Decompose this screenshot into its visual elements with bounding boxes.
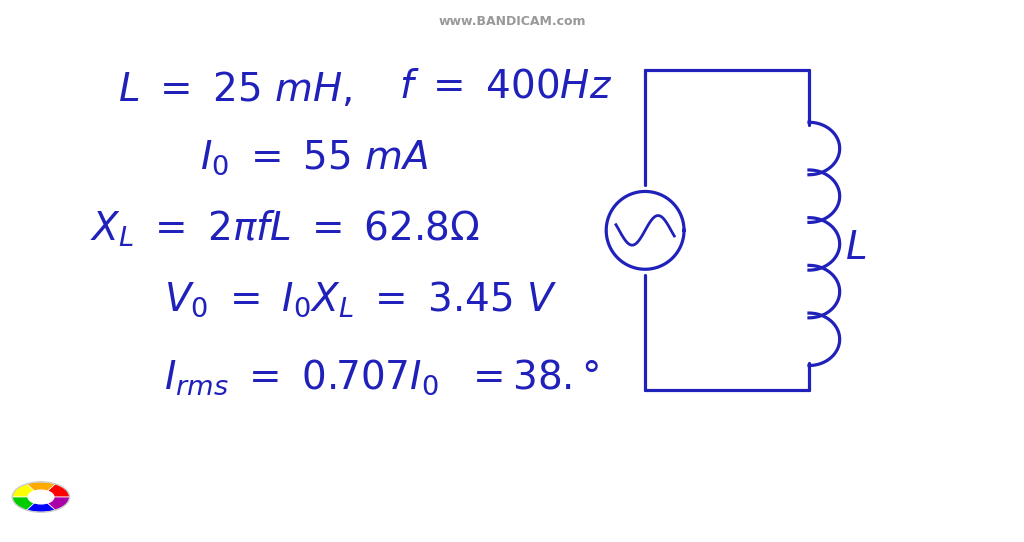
- Wedge shape: [27, 482, 55, 497]
- Circle shape: [28, 490, 54, 504]
- Wedge shape: [12, 497, 41, 510]
- Wedge shape: [27, 497, 55, 512]
- Text: www.BANDICAM.com: www.BANDICAM.com: [438, 15, 586, 28]
- Wedge shape: [12, 484, 41, 497]
- Text: $\mathit{L}$: $\mathit{L}$: [845, 232, 866, 267]
- Text: $\mathit{L}\ =\ 25\ mH,$: $\mathit{L}\ =\ 25\ mH,$: [118, 70, 352, 109]
- Text: $\mathit{f}\ =\ 400Hz$: $\mathit{f}\ =\ 400Hz$: [399, 70, 612, 105]
- Text: $\mathit{I}_{rms}\ =\ 0.707\mathit{I}_0\ \ =38.°$: $\mathit{I}_{rms}\ =\ 0.707\mathit{I}_0\…: [164, 358, 599, 397]
- Wedge shape: [41, 484, 70, 497]
- Text: $\mathit{X}_L\ =\ 2\pi fL\ =\ 62.8\Omega$: $\mathit{X}_L\ =\ 2\pi fL\ =\ 62.8\Omega…: [90, 209, 480, 249]
- Text: $\mathit{I}_0\ =\ 55\ mA$: $\mathit{I}_0\ =\ 55\ mA$: [200, 138, 428, 177]
- Wedge shape: [41, 497, 70, 510]
- Text: $\mathit{V}_0\ =\ \mathit{I}_0\mathit{X}_L\ =\ 3.45\ V$: $\mathit{V}_0\ =\ \mathit{I}_0\mathit{X}…: [164, 279, 557, 319]
